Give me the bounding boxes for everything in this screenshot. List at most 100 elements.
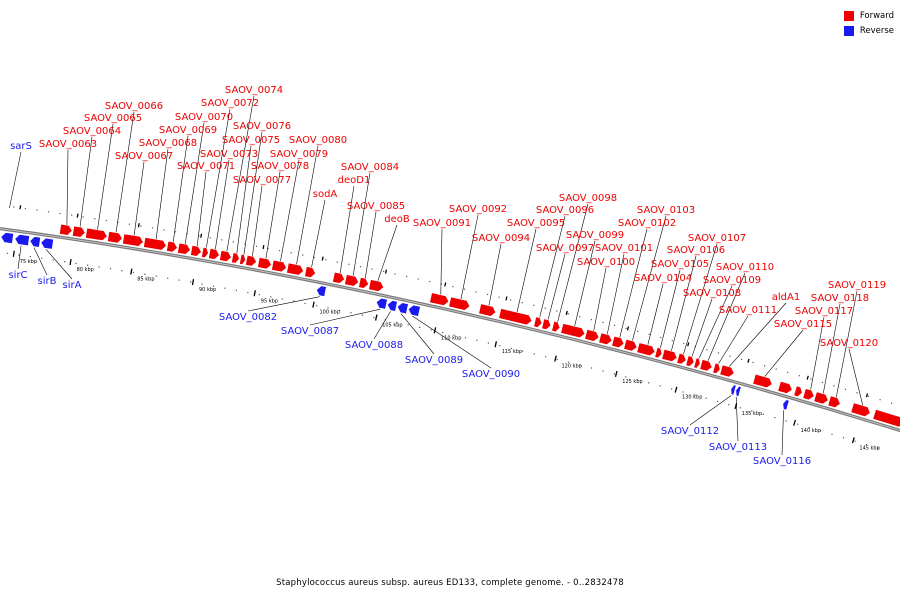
gene-label: SAOV_0088 bbox=[345, 340, 403, 351]
tick-mark-lower bbox=[191, 278, 195, 286]
tick-label: 120 kbp bbox=[562, 364, 582, 370]
gene-label: SAOV_0087 bbox=[281, 326, 339, 337]
gene-label: SAOV_0113 bbox=[709, 442, 767, 453]
tick-mark-lower bbox=[494, 341, 498, 348]
reverse-gene bbox=[14, 234, 30, 247]
tick-label: 115 kbp bbox=[502, 349, 522, 355]
tick-label: 110 kbp bbox=[441, 335, 461, 341]
gene-label: SAOV_0071 bbox=[177, 161, 235, 172]
leader-line bbox=[574, 240, 596, 327]
forward-gene bbox=[661, 348, 678, 362]
gene-label: SAOV_0082 bbox=[219, 312, 277, 323]
legend-reverse: Reverse bbox=[843, 23, 894, 38]
forward-gene bbox=[429, 292, 450, 306]
forward-gene bbox=[286, 262, 304, 276]
leader-line bbox=[252, 185, 263, 257]
leader-line bbox=[848, 348, 864, 406]
gene-label: SAOV_0068 bbox=[139, 138, 197, 149]
genome-backbone bbox=[0, 227, 900, 433]
forward-gene bbox=[219, 250, 232, 262]
leader-line bbox=[45, 249, 73, 280]
tick-mark-upper bbox=[384, 269, 388, 274]
leader-line bbox=[243, 131, 263, 255]
forward-gene bbox=[777, 380, 793, 394]
gene-label: SAOV_0105 bbox=[651, 259, 709, 270]
tick-mark-lower bbox=[69, 259, 72, 266]
leader-line bbox=[133, 161, 145, 236]
reverse-gene bbox=[316, 285, 327, 297]
kbp-ticks: 75 kbp 80 kbp 85 kbp 90 kbp 95 kbp 100 kbp 105… bbox=[12, 205, 880, 451]
forward-gene bbox=[72, 225, 86, 238]
gene-label: SAOV_0063 bbox=[39, 139, 97, 150]
tick-mark-lower bbox=[130, 268, 133, 275]
tick-mark-upper bbox=[626, 326, 630, 331]
gene-label: sodA bbox=[313, 189, 338, 200]
tick-label: 130 kbp bbox=[682, 395, 702, 401]
forward-gene bbox=[304, 266, 316, 278]
leader-line bbox=[689, 395, 732, 426]
gene-label: SAOV_0101 bbox=[595, 243, 653, 254]
tick-mark-upper bbox=[137, 223, 140, 228]
reverse-swatch bbox=[843, 25, 854, 36]
gene-label: SAOV_0110 bbox=[716, 262, 774, 273]
reverse-gene bbox=[782, 399, 790, 411]
leader-line bbox=[226, 95, 255, 252]
leader-line bbox=[309, 308, 381, 326]
tick-mark-upper bbox=[321, 256, 324, 261]
leader-line bbox=[619, 228, 648, 338]
gene-label: SAOV_0069 bbox=[159, 125, 217, 136]
leader-line bbox=[373, 311, 391, 340]
tick-mark-lower bbox=[253, 290, 256, 297]
gene-label: SAOV_0099 bbox=[566, 230, 624, 241]
reverse-gene bbox=[396, 302, 409, 315]
forward-swatch bbox=[843, 10, 854, 21]
legend-forward: Forward bbox=[843, 8, 894, 23]
leader-line bbox=[377, 224, 398, 282]
leader-line bbox=[440, 228, 443, 295]
leader-line bbox=[66, 149, 69, 226]
leader-line bbox=[236, 145, 252, 254]
genome-caption: Staphylococcus aureus subsp. aureus ED13… bbox=[276, 578, 624, 588]
forward-gene bbox=[245, 254, 257, 267]
leader-line bbox=[280, 159, 300, 262]
tick-label: 145 kbp bbox=[859, 445, 879, 451]
gene-label: SAOV_0111 bbox=[719, 305, 777, 316]
leader-line bbox=[683, 243, 718, 355]
forward-gene bbox=[332, 271, 345, 284]
tick-label: 140 kbp bbox=[801, 428, 821, 434]
forward-gene bbox=[533, 316, 543, 328]
gene-label: SAOV_0070 bbox=[175, 112, 233, 123]
forward-gene bbox=[813, 391, 829, 405]
leader-line bbox=[460, 214, 479, 300]
gene-label: SAOV_0096 bbox=[536, 205, 594, 216]
tick-label: 125 kbp bbox=[622, 379, 642, 385]
forward-gene bbox=[719, 364, 735, 378]
forward-gene bbox=[85, 227, 108, 241]
tick-mark-upper bbox=[565, 310, 568, 316]
tick-mark-lower bbox=[12, 250, 15, 257]
leader-line bbox=[247, 296, 320, 312]
tick-mark-lower bbox=[614, 370, 618, 377]
leader-line bbox=[311, 199, 326, 268]
gene-label: SAOV_0077 bbox=[233, 175, 291, 186]
gene-label: sirB bbox=[38, 276, 57, 287]
leader-line bbox=[33, 247, 48, 276]
gene-label: sirC bbox=[8, 270, 27, 281]
gene-label: SAOV_0115 bbox=[774, 319, 832, 330]
legend: Forward Reverse bbox=[843, 8, 894, 38]
gene-label: SAOV_0079 bbox=[270, 149, 328, 160]
leader-line bbox=[691, 298, 713, 357]
tick-label: 105 kbp bbox=[382, 323, 402, 329]
leader-line bbox=[835, 290, 858, 398]
reverse-gene bbox=[407, 304, 421, 317]
tick-mark-upper bbox=[76, 213, 79, 218]
reverse-gene bbox=[375, 297, 388, 310]
forward-gene bbox=[201, 246, 209, 259]
gene-label: deoB bbox=[384, 214, 410, 225]
leader-line bbox=[115, 111, 135, 233]
tick-mark-lower bbox=[674, 386, 678, 393]
forward-gene bbox=[257, 257, 272, 270]
leader-line bbox=[400, 313, 435, 355]
forward-gene bbox=[693, 357, 701, 369]
